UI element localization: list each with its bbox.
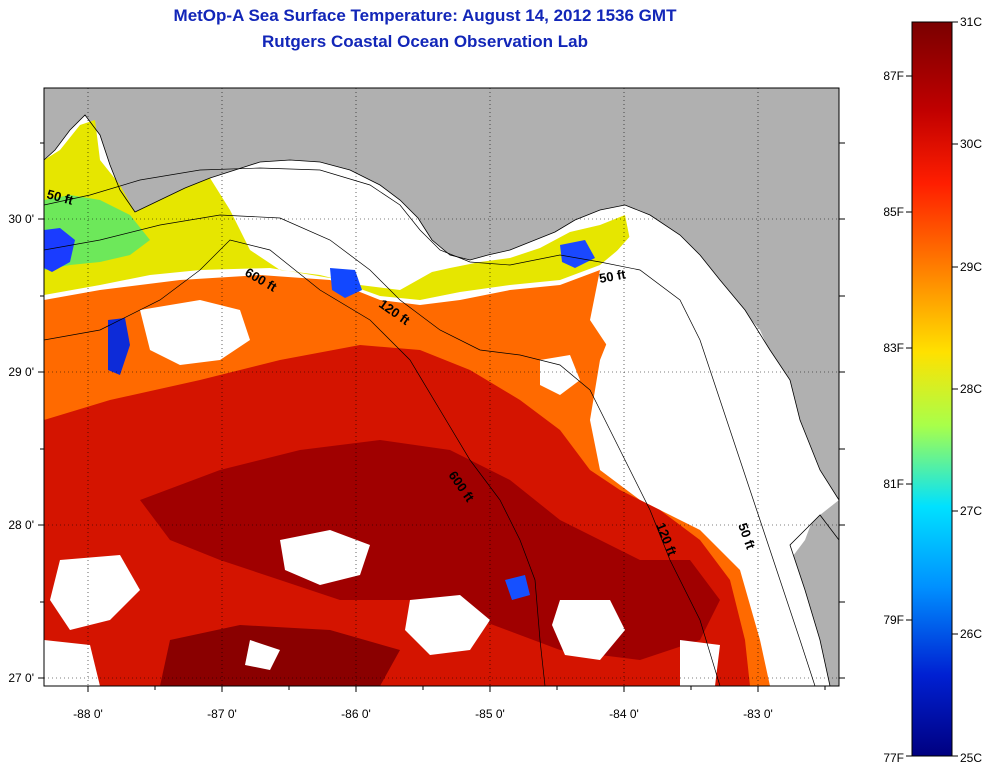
lon-tick-label: -86 0' <box>341 707 371 721</box>
lon-tick-label: -85 0' <box>475 707 505 721</box>
land-peninsula <box>790 500 839 686</box>
colorbar-label-f: 77F <box>883 751 904 765</box>
plot-frame <box>43 87 840 687</box>
contour-600ft <box>44 239 546 686</box>
colorbar <box>911 21 953 757</box>
lat-tick-label: 29 0' <box>8 365 34 379</box>
sst-blue-patch-2 <box>108 318 130 375</box>
lon-tick-label: -84 0' <box>609 707 639 721</box>
contour-120ft <box>44 214 721 686</box>
colorbar-label-c: 30C <box>960 137 982 151</box>
colorbar-label-c: 29C <box>960 260 982 274</box>
sst-blue-patch-5 <box>505 575 530 600</box>
colorbar-label-f: 79F <box>883 613 904 627</box>
colorbar-label-f: 81F <box>883 477 904 491</box>
land-north <box>44 88 839 500</box>
lon-tick-label: -83 0' <box>743 707 773 721</box>
contour-label: 50 ft <box>598 266 628 286</box>
colorbar-label-c: 31C <box>960 15 982 29</box>
sst-blue-patch <box>44 228 75 272</box>
lat-tick-label: 27 0' <box>8 671 34 685</box>
colorbar-label-c: 25C <box>960 751 982 765</box>
colorbar-label-c: 26C <box>960 627 982 641</box>
colorbar-label-f: 83F <box>883 341 904 355</box>
sst-darkred-south <box>160 625 400 686</box>
lon-tick-label: -88 0' <box>73 707 103 721</box>
axis-ticks <box>38 142 845 692</box>
colorbar-label-f: 87F <box>883 69 904 83</box>
colorbar-label-c: 28C <box>960 382 982 396</box>
contour-50ft <box>44 167 816 686</box>
coastline-peninsula <box>789 514 839 686</box>
lon-tick-label: -87 0' <box>207 707 237 721</box>
graticule <box>44 88 839 686</box>
sst-blue-patch-4 <box>560 240 595 268</box>
colorbar-label-c: 27C <box>960 504 982 518</box>
map-subtitle: Rutgers Coastal Ocean Observation Lab <box>262 32 588 51</box>
map-title: MetOp-A Sea Surface Temperature: August … <box>173 6 677 25</box>
cloud-gaps <box>44 225 820 686</box>
lat-tick-label: 28 0' <box>8 518 34 532</box>
lat-tick-label: 30 0' <box>8 212 34 226</box>
sst-coastal-band <box>44 120 630 300</box>
sst-blue-patch-3 <box>330 268 362 298</box>
contour-label: 50 ft <box>45 186 75 208</box>
colorbar-ticks <box>906 21 958 757</box>
colorbar-label-f: 85F <box>883 205 904 219</box>
coastline <box>44 114 839 501</box>
